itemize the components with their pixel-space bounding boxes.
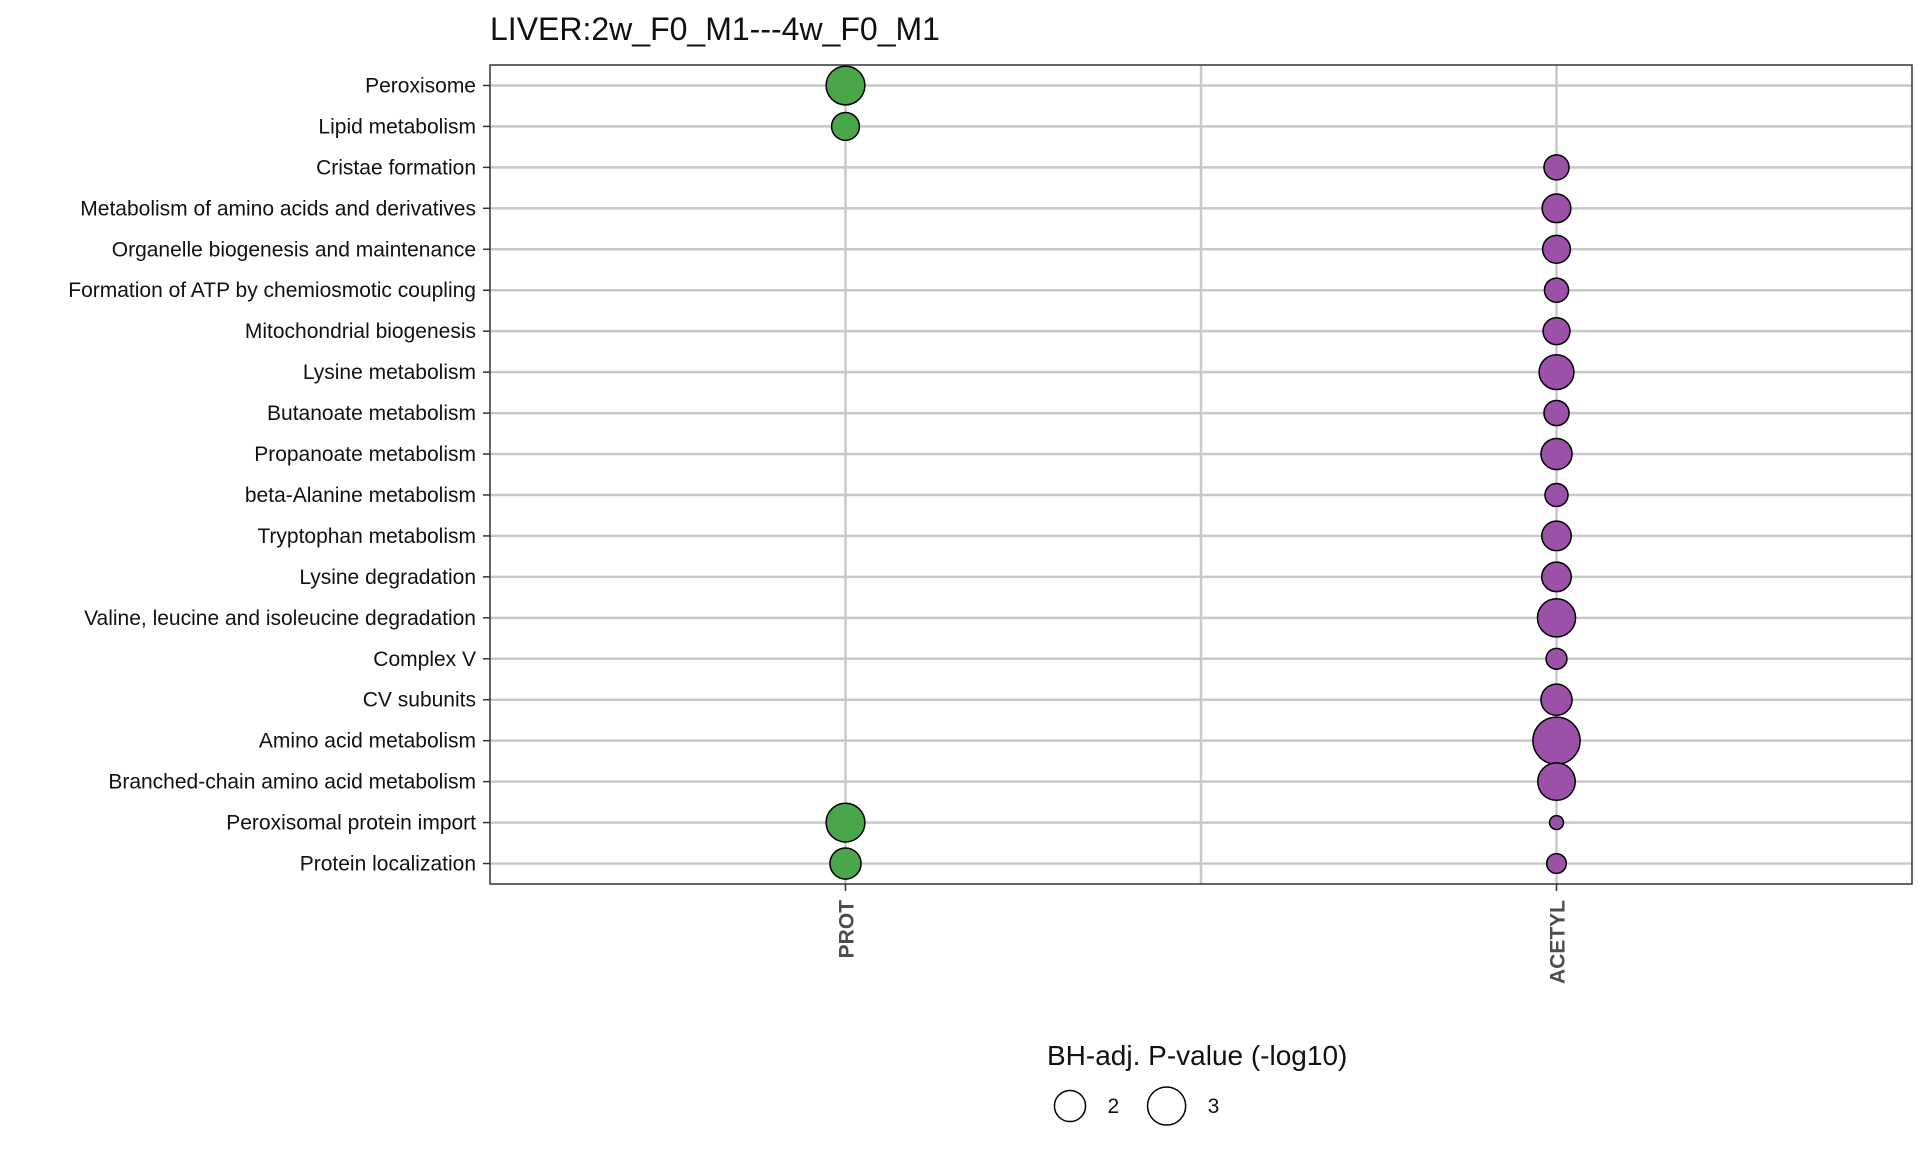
- data-point: [1541, 193, 1572, 224]
- data-points: [825, 65, 1581, 880]
- data-point: [1532, 716, 1581, 766]
- data-point: [825, 802, 866, 843]
- data-point: [1543, 154, 1570, 181]
- data-point: [1536, 598, 1577, 638]
- data-point: [830, 111, 861, 142]
- x-tick-label: ACETYL: [1547, 900, 1570, 984]
- y-tick-label: Formation of ATP by chemiosmotic couplin…: [68, 279, 476, 302]
- grid-lines: [490, 65, 1912, 884]
- chart-title: LIVER:2w_F0_M1---4w_F0_M1: [490, 11, 940, 47]
- y-tick-label: Organelle biogenesis and maintenance: [112, 238, 476, 261]
- y-tick-label: Cristae formation: [316, 156, 476, 179]
- data-point: [1540, 520, 1573, 552]
- data-point: [1545, 852, 1568, 875]
- legend-title: BH-adj. P-value (-log10): [1047, 1040, 1347, 1071]
- y-tick-label: Branched-chain amino acid metabolism: [108, 771, 476, 794]
- data-point: [1544, 482, 1569, 508]
- y-tick-label: Tryptophan metabolism: [257, 525, 476, 548]
- y-tick-label: Mitochondrial biogenesis: [245, 320, 476, 343]
- x-axis: PROT ACETYL: [836, 884, 1570, 984]
- y-tick-label: Peroxisome: [365, 74, 476, 97]
- legend-size-symbol: [1146, 1086, 1187, 1126]
- data-point: [1540, 561, 1573, 593]
- size-legend: BH-adj. P-value (-log10) 2 3: [1047, 1040, 1347, 1126]
- data-point: [829, 847, 862, 880]
- legend-size-label: 2: [1108, 1095, 1120, 1118]
- data-point: [1545, 647, 1568, 670]
- y-tick-label: Lysine metabolism: [303, 361, 476, 384]
- data-point: [1548, 814, 1565, 831]
- y-tick-label: Lysine degradation: [299, 566, 476, 589]
- y-tick-label: Complex V: [373, 648, 476, 671]
- y-tick-label: Lipid metabolism: [318, 115, 476, 138]
- data-point: [825, 65, 866, 106]
- y-tick-label: Protein localization: [300, 853, 476, 876]
- y-axis: Peroxisome Lipid metabolism Cristae format…: [68, 74, 490, 876]
- x-tick-label: PROT: [836, 900, 859, 959]
- y-tick-label: Butanoate metabolism: [267, 402, 476, 425]
- data-point: [1541, 234, 1572, 264]
- legend-size-label: 3: [1208, 1095, 1220, 1118]
- data-point: [1538, 353, 1575, 391]
- data-point: [1537, 762, 1576, 802]
- y-tick-label: Peroxisomal protein import: [226, 812, 476, 835]
- y-tick-label: CV subunits: [363, 689, 476, 712]
- legend-size-symbol: [1053, 1089, 1087, 1123]
- y-tick-label: Valine, leucine and isoleucine degradati…: [84, 607, 476, 630]
- data-point: [1542, 316, 1571, 346]
- y-tick-label: Metabolism of amino acids and derivative…: [80, 197, 476, 220]
- data-point: [1540, 437, 1573, 471]
- panel-border: [489, 64, 1913, 885]
- y-tick-label: beta-Alanine metabolism: [245, 484, 476, 507]
- data-point: [1543, 399, 1570, 427]
- y-tick-label: Propanoate metabolism: [254, 443, 476, 466]
- data-point: [1543, 277, 1570, 304]
- data-point: [1540, 683, 1573, 717]
- y-tick-label: Amino acid metabolism: [259, 730, 476, 753]
